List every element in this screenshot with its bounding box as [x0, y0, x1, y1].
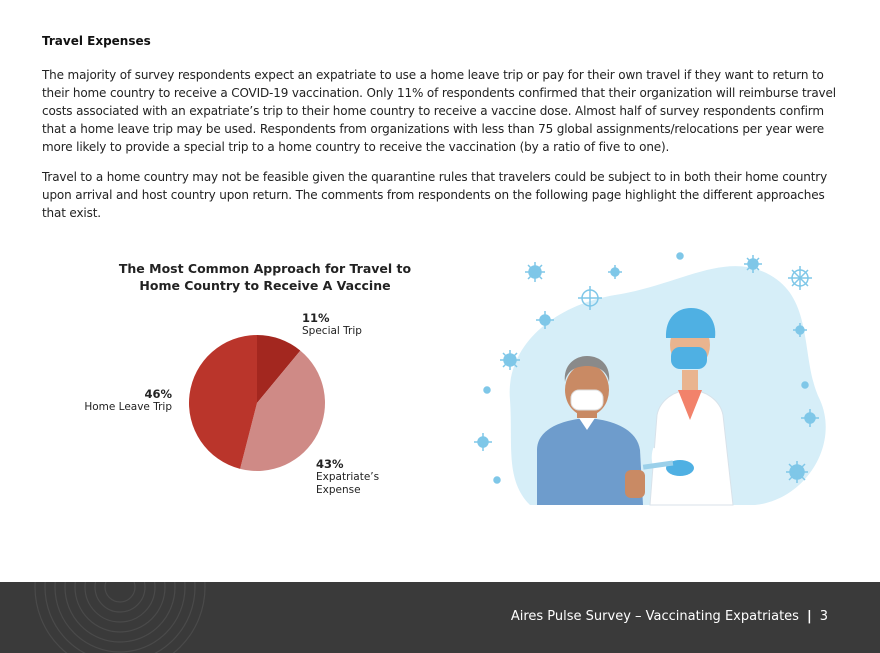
page-footer: Aires Pulse Survey – Vaccinating Expatri…: [0, 582, 880, 653]
pie-slice-home-leave-trip: [189, 335, 257, 469]
footer-decoration-icon: [34, 582, 206, 653]
pie-label-expatriate-expense: 43% Expatriate’s Expense: [316, 458, 396, 497]
pie-value-home-leave: 46%: [144, 387, 172, 401]
pie-label-special-trip: 11% Special Trip: [302, 312, 362, 338]
paragraph-1: The majority of survey respondents expec…: [42, 68, 836, 154]
footer-separator: |: [806, 609, 812, 624]
section-heading: Travel Expenses: [42, 34, 151, 48]
pie-category-home-leave: Home Leave Trip: [84, 401, 172, 413]
chart-title: The Most Common Approach for Travel to H…: [118, 261, 412, 293]
pie-value-special-trip: 11%: [302, 311, 330, 325]
footer-title: Aires Pulse Survey – Vaccinating Expatri…: [510, 609, 799, 624]
pie-category-expatriate-expense: Expatriate’s Expense: [316, 471, 380, 496]
vaccination-illustration-icon: [474, 252, 826, 506]
pie-value-expatriate-expense: 43%: [316, 457, 344, 471]
paragraph-2: Travel to a home country may not be feas…: [42, 170, 828, 220]
pie-category-special-trip: Special Trip: [302, 325, 362, 337]
pie-slice-expatriate-s-expense: [240, 350, 325, 472]
footer-text: Aires Pulse Survey – Vaccinating Expatri…: [511, 609, 828, 624]
pie-slice-special-trip: [257, 335, 301, 403]
page-number: 3: [819, 609, 828, 624]
pie-label-home-leave: 46% Home Leave Trip: [60, 388, 172, 414]
